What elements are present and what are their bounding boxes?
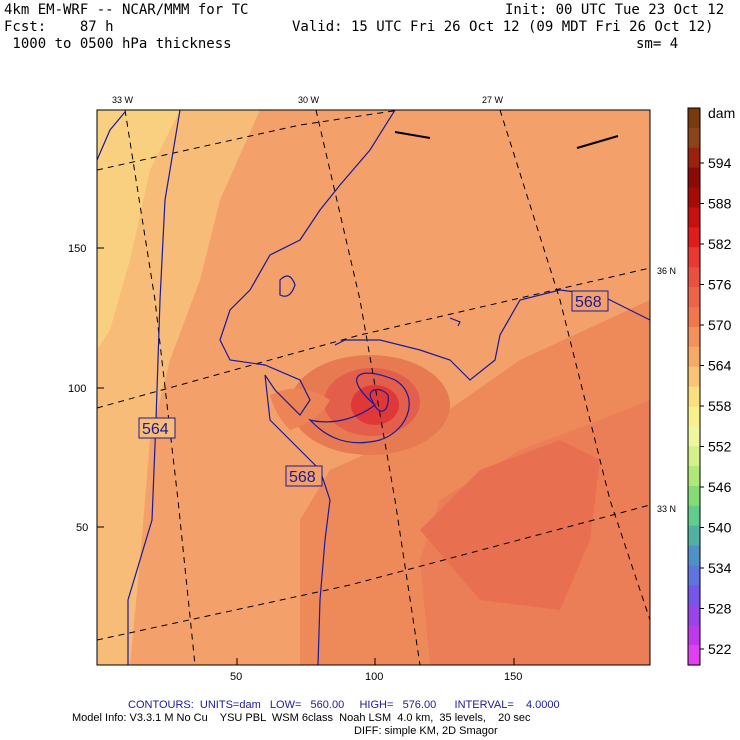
forecast-hour: Fcst: 87 h <box>4 19 114 35</box>
colorbar-swatch <box>688 366 700 388</box>
colorbar-swatch <box>688 167 700 189</box>
colorbar-swatch <box>688 605 700 626</box>
graticule <box>97 110 650 665</box>
lat-label-36n: 36 N <box>657 266 676 276</box>
colorbar-swatch <box>688 505 700 527</box>
colorbar-label: 588 <box>708 196 732 212</box>
field-title: 1000 to 0500 hPa thickness <box>4 36 232 52</box>
diffusion-info: DIFF: simple KM, 2D Smagor <box>354 725 498 737</box>
colorbar: dam 594 588 582 576 570 564 558 552 546 540 534 528… <box>687 105 735 666</box>
colorbar-swatch <box>688 346 700 368</box>
lat-label-33n: 33 N <box>657 504 676 514</box>
colorbar-swatch <box>688 585 700 606</box>
contour-label-568-west: 568 <box>289 469 316 486</box>
colorbar-unit: dam <box>708 105 735 121</box>
colorbar-swatch <box>688 565 700 587</box>
y-tick-150: 150 <box>68 243 86 255</box>
colorbar-swatch <box>688 127 700 149</box>
wind-barbs <box>394 131 619 149</box>
colorbar-swatch <box>688 406 700 427</box>
colorbar-label: 594 <box>708 155 732 171</box>
colorbar-label: 552 <box>708 439 732 455</box>
colorbar-label: 540 <box>708 520 732 536</box>
colorbar-swatch <box>688 187 700 209</box>
lon-label-33w: 33 W <box>112 95 134 105</box>
grid-axis-labels: 150 100 50 50 100 150 <box>68 243 522 683</box>
lon-label-30w: 30 W <box>298 95 320 105</box>
colorbar-swatch <box>688 306 700 328</box>
colorbar-swatch <box>688 446 700 467</box>
valid-time: Valid: 15 UTC Fri 26 Oct 12 (09 MDT Fri … <box>292 19 714 35</box>
contour-label-564-group: 564 <box>138 417 176 439</box>
colorbar-label: 570 <box>708 317 732 333</box>
colorbar-label: 546 <box>708 479 732 495</box>
colorbar-swatch <box>688 645 700 666</box>
colorbar-swatch <box>688 545 700 567</box>
contour-label-564: 564 <box>142 421 169 438</box>
colorbar-swatch <box>688 426 700 447</box>
colorbar-swatch <box>688 247 700 268</box>
colorbar-label: 528 <box>708 601 732 617</box>
lon-label-27w: 27 W <box>482 95 504 105</box>
colorbar-swatch <box>688 267 700 288</box>
colorbar-swatch <box>688 108 700 129</box>
contour-label-568-east: 568 <box>575 294 602 311</box>
colorbar-label: 582 <box>708 236 732 252</box>
colorbar-label: 564 <box>708 358 732 374</box>
colorbar-swatch <box>688 466 700 487</box>
y-tick-50: 50 <box>76 522 88 534</box>
y-tick-100: 100 <box>68 383 86 395</box>
model-info: Model Info: V3.3.1 M No Cu YSU PBL WSM 6… <box>72 712 531 724</box>
x-tick-150: 150 <box>504 671 522 683</box>
contour-label-568-west-group: 568 <box>285 465 323 487</box>
colorbar-swatch <box>688 625 700 646</box>
colorbar-swatch <box>688 287 700 308</box>
colorbar-frame <box>687 107 701 666</box>
colorbar-swatch <box>688 326 700 348</box>
colorbar-label: 576 <box>708 277 732 293</box>
init-time: Init: 00 UTC Tue 23 Oct 12 <box>505 2 725 18</box>
colorbar-swatch <box>688 485 700 507</box>
x-tick-50: 50 <box>230 671 242 683</box>
colorbar-label: 558 <box>708 398 732 414</box>
thickness-field <box>97 110 650 665</box>
colorbar-swatch <box>688 207 700 228</box>
x-tick-100: 100 <box>365 671 383 683</box>
contour-label-568-east-group: 568 <box>571 290 609 312</box>
colorbar-label: 534 <box>708 560 732 576</box>
contour-info: CONTOURS: UNITS=dam LOW= 560.00 HIGH= 57… <box>128 699 560 711</box>
smoothing-label: sm= 4 <box>636 36 679 52</box>
colorbar-swatch <box>688 227 700 248</box>
colorbar-labels: 594 588 582 576 570 564 558 552 546 540 534 528 522 <box>700 155 732 657</box>
colorbar-swatch <box>688 147 700 169</box>
colorbar-swatch <box>688 386 700 407</box>
colorbar-swatch <box>688 525 700 547</box>
model-title: 4km EM-WRF -- NCAR/MMM for TC <box>4 2 249 18</box>
colorbar-swatches <box>688 108 700 666</box>
frame-ticks <box>97 247 515 665</box>
graticule-labels: 33 W 30 W 27 W 36 N 33 N <box>112 95 676 514</box>
colorbar-label: 522 <box>708 641 732 657</box>
